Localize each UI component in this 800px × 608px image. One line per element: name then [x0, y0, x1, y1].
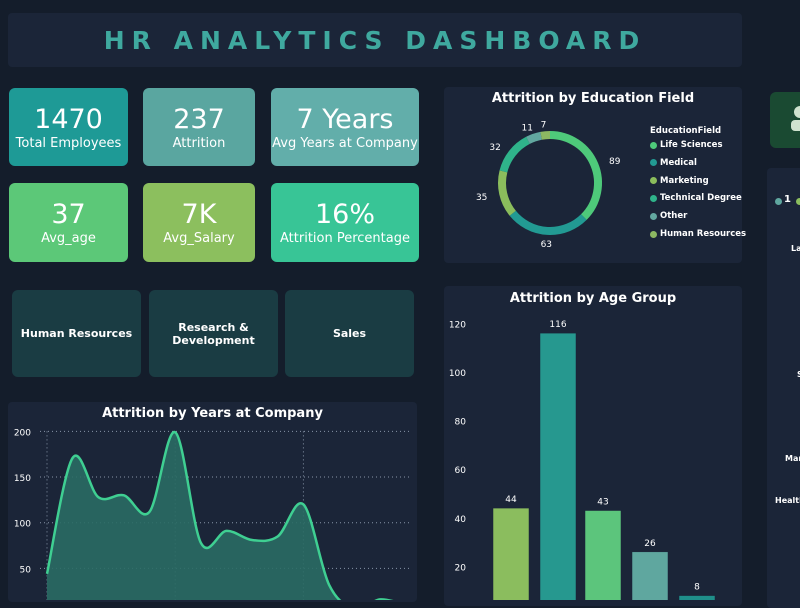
bar — [632, 552, 668, 600]
bar — [540, 333, 576, 600]
data-label: 44 — [505, 495, 517, 505]
bar — [493, 508, 529, 600]
y-tick-label: 60 — [455, 466, 467, 476]
legend-dot — [796, 198, 800, 205]
data-label: 43 — [597, 498, 608, 508]
bar — [679, 596, 715, 600]
person-icon — [790, 104, 800, 134]
y-tick-label: 100 — [449, 369, 466, 379]
data-label: 8 — [694, 583, 700, 593]
data-label: 26 — [644, 539, 656, 549]
y-tick-label: 80 — [455, 418, 467, 428]
legend-dot — [775, 198, 782, 205]
y-tick-label: 120 — [449, 320, 466, 330]
y-tick-label: 20 — [455, 563, 467, 573]
right-chart-panel: 1 La S Mar Health — [767, 168, 800, 608]
axis-label: La — [791, 244, 800, 253]
employee-icon-card — [770, 92, 800, 148]
axis-label: Mar — [785, 454, 800, 463]
legend-label: 1 — [784, 194, 791, 205]
bar — [585, 511, 621, 600]
y-tick-label: 40 — [455, 515, 467, 525]
axis-label: Health — [775, 496, 800, 505]
data-label: 116 — [549, 320, 566, 330]
